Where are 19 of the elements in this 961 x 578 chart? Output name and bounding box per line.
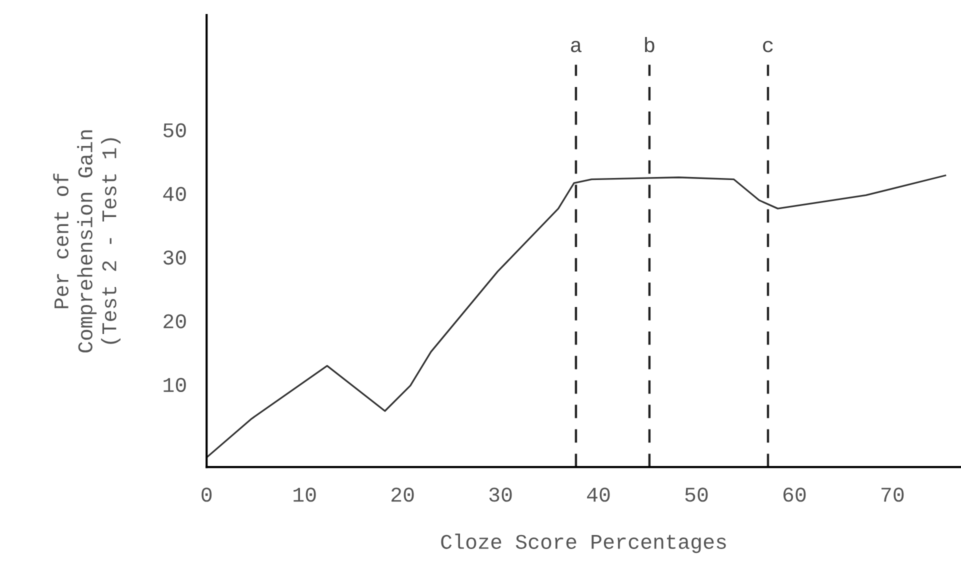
ref-line-label: b [645, 36, 654, 52]
y-tick-label: 50 [163, 123, 186, 138]
y-tick-label: 30 [163, 250, 186, 265]
x-tick-label: 10 [294, 488, 316, 502]
line-series [206, 174, 946, 458]
x-tick-label: 70 [882, 488, 904, 502]
ref-line-label: c [763, 40, 773, 52]
y-axis-title: Per cent of Comprehension Gain (Test 2 - Test 1) [53, 130, 120, 352]
x-tick-label: 60 [783, 488, 806, 502]
x-tick-label: 20 [392, 488, 414, 502]
x-tick-label: 50 [685, 488, 708, 502]
y-tick-label: 40 [163, 186, 186, 202]
x-tick-label: 30 [489, 488, 512, 502]
y-tick-label: 20 [164, 314, 186, 328]
ref-line-label: a [571, 40, 582, 52]
x-tick-label: 40 [587, 488, 610, 502]
x-axis-title: Cloze Score Percentages [441, 534, 726, 554]
y-tick-label: 10 [164, 378, 186, 392]
x-tick-label: 0 [202, 488, 212, 502]
